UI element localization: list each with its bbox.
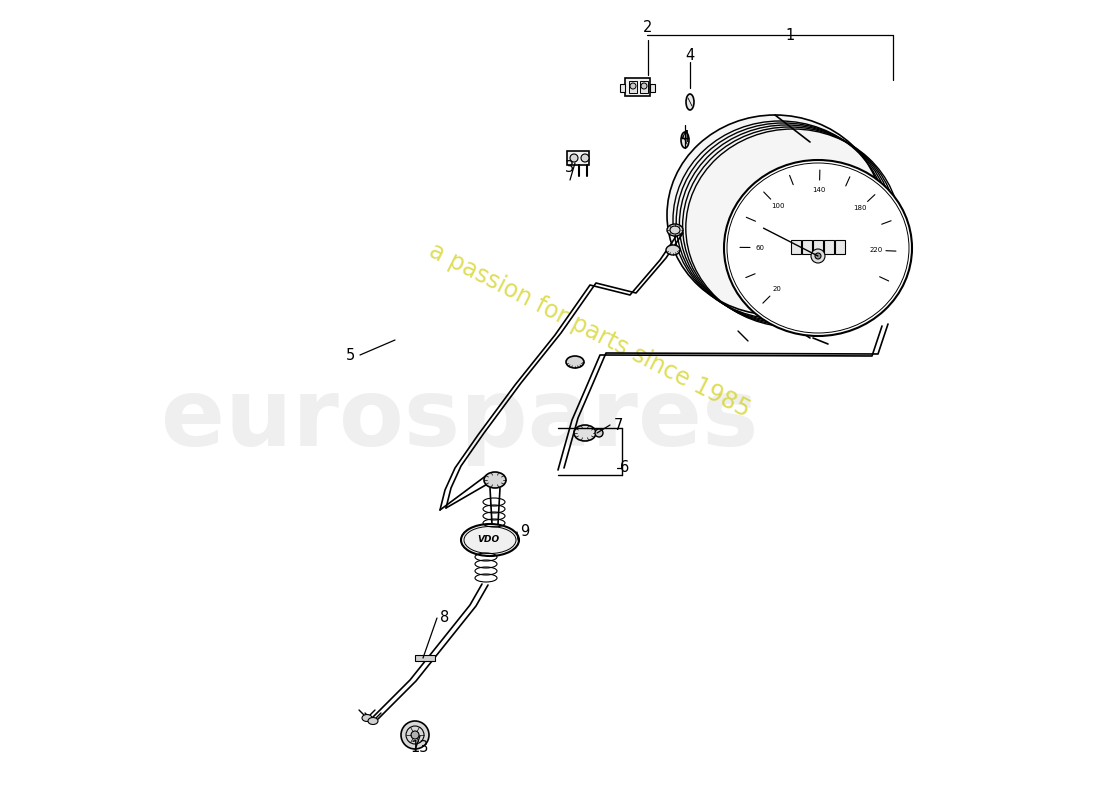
Text: eurospares: eurospares xyxy=(162,374,759,466)
Bar xyxy=(620,84,625,92)
Bar xyxy=(650,84,654,92)
Ellipse shape xyxy=(461,524,519,556)
Circle shape xyxy=(815,253,821,259)
Text: 20: 20 xyxy=(772,286,781,292)
Bar xyxy=(813,240,823,254)
Text: 2: 2 xyxy=(644,21,652,35)
Text: 1: 1 xyxy=(785,27,794,42)
Bar xyxy=(629,81,637,93)
Bar xyxy=(566,151,588,165)
Ellipse shape xyxy=(362,714,372,722)
Text: 4: 4 xyxy=(681,130,690,146)
Ellipse shape xyxy=(595,429,603,437)
Circle shape xyxy=(570,154,578,162)
Text: 180: 180 xyxy=(854,206,867,211)
Text: 6: 6 xyxy=(620,461,629,475)
Ellipse shape xyxy=(667,115,883,315)
Ellipse shape xyxy=(724,160,912,336)
Text: 3: 3 xyxy=(565,161,574,175)
Text: a passion for parts since 1985: a passion for parts since 1985 xyxy=(426,238,755,422)
Bar xyxy=(791,240,801,254)
Text: 140: 140 xyxy=(813,187,826,193)
Bar xyxy=(640,81,648,93)
Ellipse shape xyxy=(681,132,689,148)
Text: 7: 7 xyxy=(614,418,623,433)
Text: VDO: VDO xyxy=(477,535,499,545)
Bar xyxy=(835,240,845,254)
Text: 9: 9 xyxy=(520,525,529,539)
Circle shape xyxy=(630,83,636,89)
Ellipse shape xyxy=(686,94,694,110)
Circle shape xyxy=(411,731,419,739)
Ellipse shape xyxy=(574,425,596,441)
Circle shape xyxy=(402,721,429,749)
Circle shape xyxy=(811,249,825,263)
Ellipse shape xyxy=(484,472,506,488)
Ellipse shape xyxy=(666,245,680,255)
Text: 13: 13 xyxy=(410,741,429,755)
Text: 60: 60 xyxy=(756,245,764,250)
Bar xyxy=(802,240,812,254)
Circle shape xyxy=(641,83,647,89)
Bar xyxy=(625,78,650,96)
Bar xyxy=(415,655,434,661)
Text: 100: 100 xyxy=(771,203,784,210)
Circle shape xyxy=(581,154,589,162)
Ellipse shape xyxy=(368,718,378,725)
Text: 4: 4 xyxy=(685,47,694,62)
Ellipse shape xyxy=(566,356,584,368)
Text: 8: 8 xyxy=(440,610,450,626)
Text: 5: 5 xyxy=(345,347,354,362)
Bar xyxy=(824,240,834,254)
Ellipse shape xyxy=(667,224,683,236)
Text: 220: 220 xyxy=(869,247,882,254)
